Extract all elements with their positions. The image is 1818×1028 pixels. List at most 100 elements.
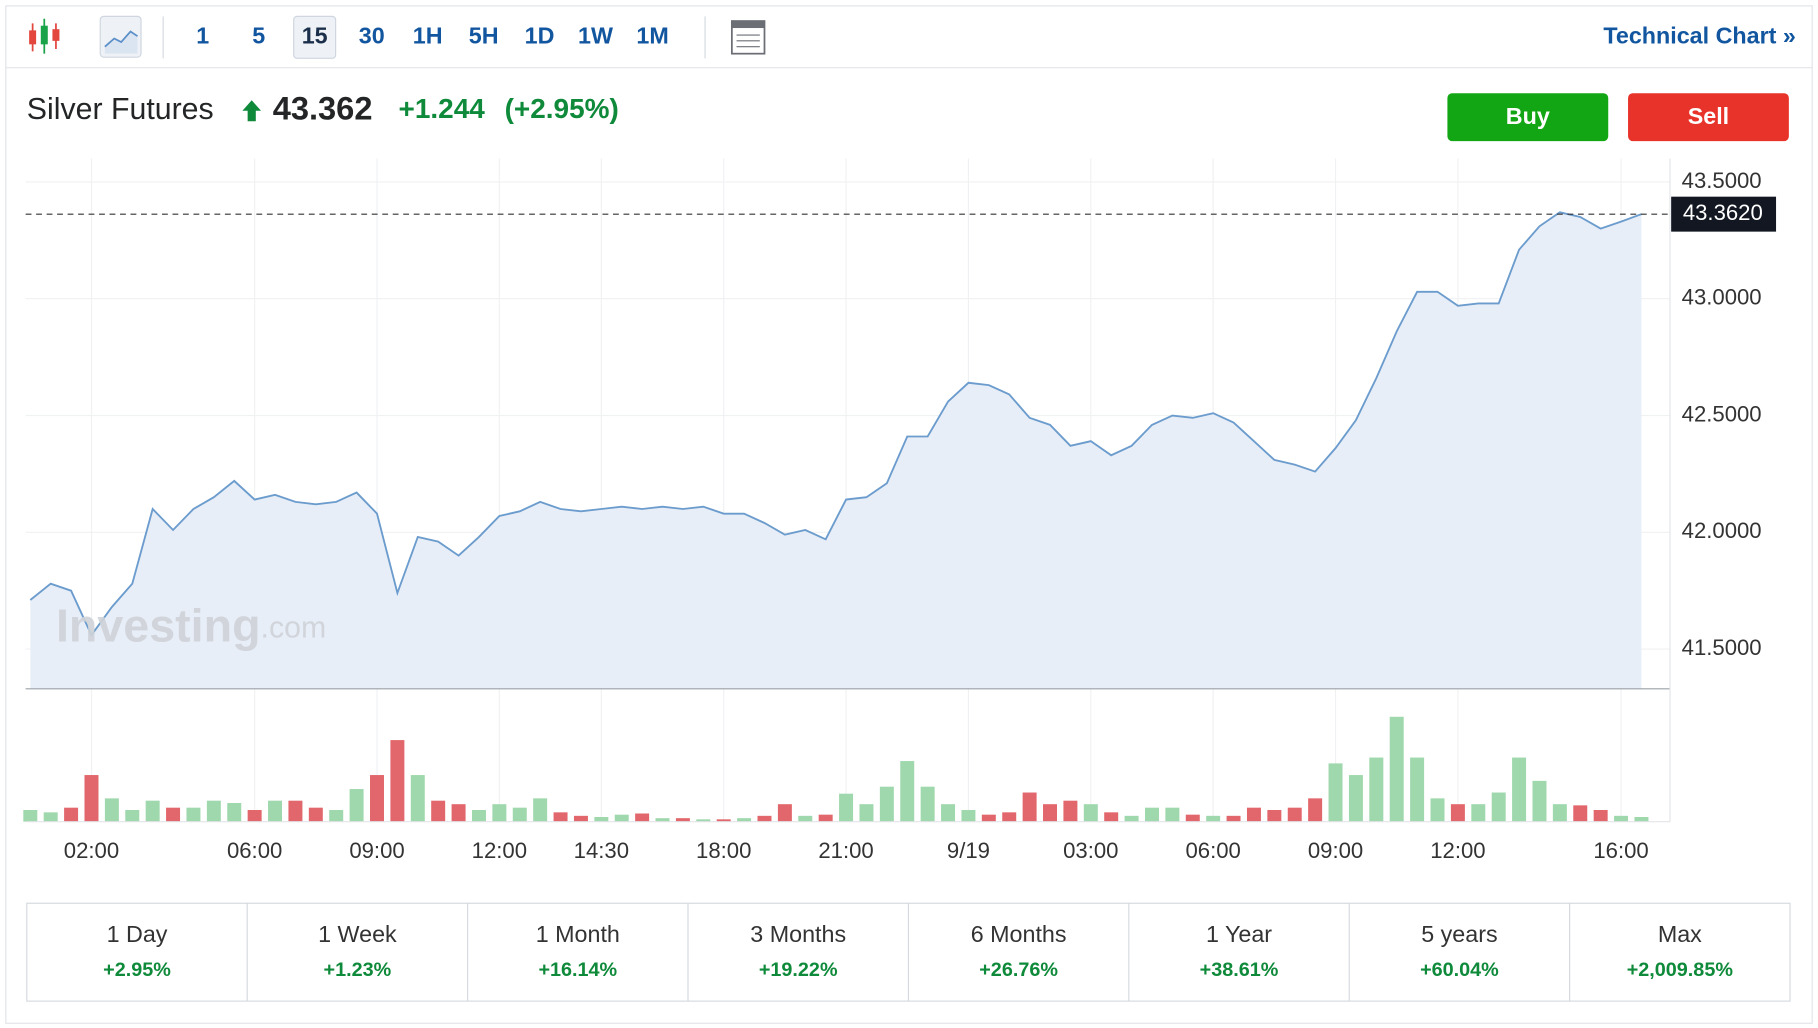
volume-bar <box>308 807 323 822</box>
volume-bar <box>1369 757 1384 822</box>
volume-bar <box>798 815 813 822</box>
interval-button[interactable]: 30 <box>359 23 385 49</box>
volume-bar <box>1532 780 1547 822</box>
line-icon[interactable] <box>99 15 142 58</box>
interval-button[interactable]: 1W <box>578 23 613 49</box>
volume-bar <box>1614 815 1629 822</box>
volume-bar <box>1083 804 1098 822</box>
watermark: Investing.com <box>56 600 326 652</box>
candle-icon[interactable] <box>29 18 60 54</box>
period-table: 1 Day +2.95% 1 Week +1.23% 1 Month +16.14% 3 M… <box>26 902 1791 1002</box>
volume-bar <box>859 804 874 822</box>
volume-bar <box>941 804 956 822</box>
volume-bar <box>1491 792 1506 822</box>
volume-bar <box>920 786 935 822</box>
volume-bar <box>1450 804 1465 822</box>
plot <box>23 211 1649 822</box>
period-label[interactable]: Max <box>1658 921 1702 947</box>
volume-bar <box>981 814 996 822</box>
volume-bar <box>512 807 527 822</box>
x-tick-label: 09:00 <box>1308 838 1363 863</box>
buy-button[interactable] <box>1447 93 1609 142</box>
volume-bar <box>839 793 854 822</box>
y-tick-label: 41.5000 <box>1682 635 1762 660</box>
volume-bar <box>370 775 384 822</box>
volume-bar <box>757 815 772 822</box>
x-tick-label: 18:00 <box>696 838 751 863</box>
x-tick-label: 14:30 <box>574 838 629 863</box>
volume-bar <box>268 800 283 822</box>
x-tick-label: 16:00 <box>1593 838 1648 863</box>
period-change[interactable]: +16.14% <box>538 959 617 981</box>
volume-bar <box>1287 807 1302 822</box>
volume-bar <box>818 814 833 822</box>
volume-bar <box>1552 804 1567 822</box>
interval-button[interactable]: 1M <box>636 23 668 49</box>
period-change[interactable]: +2,009.85% <box>1627 959 1734 981</box>
volume-bar <box>696 819 711 822</box>
volume-bar <box>1002 812 1017 822</box>
volume-bar <box>1593 810 1608 822</box>
x-tick-label: 12:00 <box>472 838 527 863</box>
volume-bar <box>64 807 79 822</box>
price: 43.362 <box>273 89 373 126</box>
period-change[interactable]: +1.23% <box>324 959 392 981</box>
volume-bar <box>737 818 752 822</box>
volume-bar <box>1634 817 1649 822</box>
interval-button[interactable]: 15 <box>302 23 328 49</box>
volume-bar <box>1165 807 1180 822</box>
interval-button[interactable]: 1D <box>525 23 555 49</box>
volume-bar <box>573 815 588 822</box>
period-change[interactable]: +2.95% <box>103 959 171 981</box>
interval-button[interactable]: 1 <box>196 23 209 49</box>
period-label[interactable]: 1 Year <box>1206 921 1272 947</box>
interval-button[interactable]: 1H <box>413 23 443 49</box>
volume-bar <box>533 798 548 822</box>
volume-bar <box>635 813 650 822</box>
volume-bar <box>431 800 446 822</box>
volume-bar <box>125 810 140 822</box>
overlay: 43.3620 <box>25 196 1777 232</box>
volume-bar <box>227 803 242 822</box>
volume-bar <box>1185 814 1200 822</box>
volume-bar <box>716 819 731 822</box>
sell-label[interactable]: Sell <box>1688 103 1729 129</box>
volume-bar <box>553 812 568 822</box>
volume-bar <box>1410 757 1425 822</box>
period-label[interactable]: 1 Day <box>107 921 168 947</box>
period-label[interactable]: 3 Months <box>750 921 846 947</box>
period-change[interactable]: +19.22% <box>759 959 838 981</box>
interval-selected <box>293 15 337 59</box>
volume-bar <box>1328 763 1343 822</box>
x-tick-label: 06:00 <box>227 838 282 863</box>
x-tick-label: 02:00 <box>64 838 119 863</box>
period-label[interactable]: 6 Months <box>971 921 1067 947</box>
volume-bar <box>961 810 976 822</box>
period-label[interactable]: 1 Month <box>536 921 620 947</box>
volume-bar <box>1043 804 1058 822</box>
volume-bar <box>23 810 38 822</box>
interval-button[interactable]: 5H <box>469 23 499 49</box>
volume-bar <box>1206 815 1221 822</box>
period-change[interactable]: +26.76% <box>979 959 1058 981</box>
period-change[interactable]: +38.61% <box>1200 959 1279 981</box>
volume-bar <box>594 817 609 822</box>
y-tick-label: 43.0000 <box>1682 285 1762 310</box>
sell-button[interactable] <box>1628 93 1789 142</box>
period-label[interactable]: 5 years <box>1421 921 1497 947</box>
period-change[interactable]: +60.04% <box>1420 959 1499 981</box>
grid: 41.5000 42.0000 42.5000 43.0000 43.5000 02:00… <box>25 158 1762 863</box>
volume-bar <box>288 800 303 822</box>
volume-bar <box>1389 716 1404 822</box>
buy-label[interactable]: Buy <box>1506 103 1550 129</box>
volume-bar <box>247 810 262 822</box>
period-label[interactable]: 1 Week <box>318 921 397 947</box>
table-icon[interactable] <box>730 20 766 55</box>
interval-button[interactable]: 5 <box>252 23 265 49</box>
x-tick-label: 21:00 <box>818 838 873 863</box>
volume-bar <box>1063 800 1078 822</box>
volume-bar <box>675 818 690 822</box>
technical-chart-link[interactable]: Technical Chart » <box>1603 23 1795 49</box>
volume-bar <box>84 775 99 822</box>
